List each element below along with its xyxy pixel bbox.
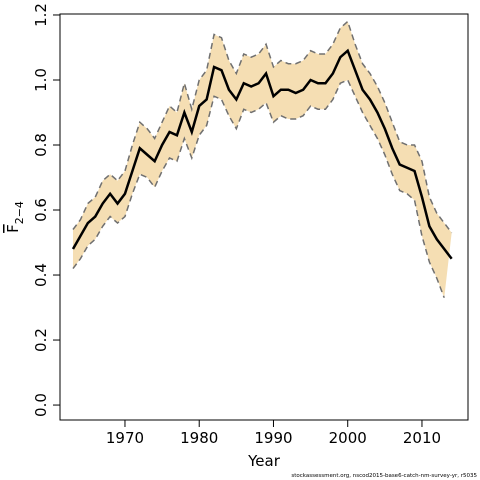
y-tick-label: 0.2 xyxy=(32,328,50,352)
x-tick-label: 1980 xyxy=(180,429,218,447)
confidence-band xyxy=(72,21,452,298)
upper-bound xyxy=(72,20,453,234)
y-label-main: F xyxy=(4,224,22,233)
x-tick-label: 1990 xyxy=(254,429,292,447)
footer: stockassessment.org, nscod2015-base6-cat… xyxy=(291,473,477,479)
y-axis-label: F2−4 xyxy=(4,201,26,233)
y-tick-label: 1.2 xyxy=(32,3,50,27)
plot-frame xyxy=(59,13,469,421)
y-tick-label: 0.8 xyxy=(32,133,50,157)
x-tick-label: 2000 xyxy=(329,429,367,447)
x-tick-label: 2010 xyxy=(403,429,441,447)
lower-bound xyxy=(72,79,445,299)
estimate-line xyxy=(71,48,453,260)
x-axis-label: Year xyxy=(247,452,281,470)
y-tick-label: 0.4 xyxy=(32,263,50,287)
y-tick-label: 0.0 xyxy=(32,393,50,417)
y-label-sub: 2−4 xyxy=(13,201,26,224)
y-tick-label: 1.0 xyxy=(32,68,50,92)
y-tick-label: 0.6 xyxy=(32,198,50,222)
x-tick-label: 1970 xyxy=(106,429,144,447)
